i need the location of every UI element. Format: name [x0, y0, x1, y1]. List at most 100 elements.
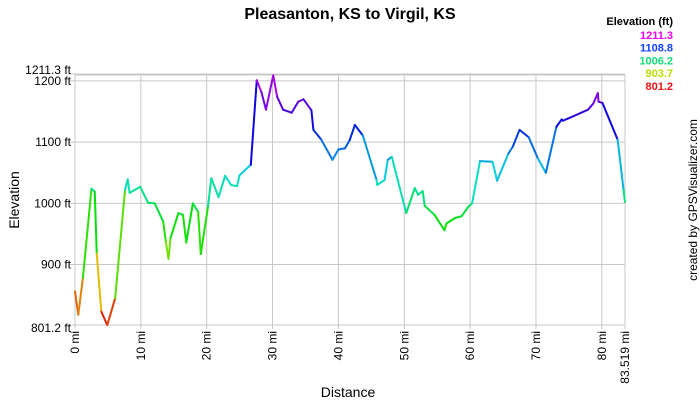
elevation-segment — [276, 95, 285, 111]
elevation-segment — [235, 174, 241, 188]
elevation-segment — [331, 148, 340, 161]
legend-entry: 801.2 — [645, 81, 673, 93]
x-tick-label: 83.519 mi — [618, 331, 632, 384]
elevation-segment — [390, 155, 408, 215]
elevation-segment — [126, 178, 131, 194]
elevation-segment — [302, 98, 313, 112]
elevation-segment — [181, 213, 188, 244]
elevation-segment — [185, 202, 194, 244]
elevation-line — [74, 74, 626, 327]
elevation-segment — [445, 217, 456, 225]
elevation-segment — [383, 158, 389, 182]
elevation-segment — [421, 190, 426, 207]
elevation-segment — [100, 310, 109, 327]
x-tick-label: 60 mi — [463, 331, 477, 360]
x-tick-label: 40 mi — [331, 331, 345, 360]
elevation-segment — [405, 187, 416, 215]
elevation-segment — [290, 100, 300, 114]
elevation-segment — [491, 160, 499, 182]
elevation-segment — [260, 90, 267, 111]
elevation-segment — [353, 123, 364, 137]
x-tick-label: 0 mi — [68, 331, 82, 354]
elevation-segment — [74, 290, 80, 316]
elevation-segment — [518, 128, 530, 139]
elevation-segment — [217, 174, 227, 199]
elevation-segment — [167, 237, 172, 261]
y-axis-ticks: 801.2 ft 900 ft 1000 ft 1100 ft 1200 ft1211.… — [25, 63, 71, 335]
elevation-segment — [596, 92, 600, 103]
elevation-segment — [77, 276, 84, 316]
legend-entry: 1108.8 — [640, 43, 673, 55]
elevation-segment — [376, 179, 386, 186]
elevation-segment — [264, 74, 275, 111]
elevation-segment — [536, 157, 547, 174]
elevation-segment — [249, 79, 258, 166]
elevation-segment — [128, 185, 142, 194]
legend-entry: 903.7 — [645, 68, 673, 80]
elevation-segment — [571, 108, 589, 118]
elevation-segment — [310, 109, 315, 131]
x-tick-label: 10 mi — [134, 331, 148, 360]
elevation-segment — [255, 79, 263, 93]
elevation-segment — [153, 202, 165, 223]
elevation-segment — [413, 187, 420, 196]
elevation-segment — [343, 139, 351, 150]
elevation-segment — [320, 138, 334, 161]
elevation-segment — [114, 188, 127, 300]
plot-frame — [74, 74, 626, 326]
x-tick-label: 50 mi — [397, 331, 411, 360]
elevation-segment — [471, 160, 481, 205]
elevation-segment — [162, 220, 167, 243]
elevation-segment — [527, 136, 539, 160]
elevation-segment — [601, 101, 619, 141]
elevation-segment — [272, 74, 279, 98]
elevation-segment — [224, 174, 233, 186]
elevation-segment — [230, 183, 238, 188]
x-axis-ticks: 0 mi 10 mi 20 mi 30 mi 40 mi 50 mi 60 mi 70 mi 8… — [68, 331, 632, 384]
elevation-segment — [282, 108, 293, 114]
elevation-segment — [616, 138, 625, 191]
y-tick-label: 1100 ft — [35, 135, 71, 149]
legend: Elevation (ft) 1211.31108.81006.2903.780… — [606, 16, 673, 93]
elevation-segment — [210, 177, 220, 199]
x-tick-label: 20 mi — [200, 331, 214, 360]
y-axis-label: Elevation — [6, 171, 22, 229]
elevation-segment — [93, 190, 98, 255]
x-tick-label: 80 mi — [595, 331, 609, 360]
elevation-segment — [197, 210, 202, 256]
elevation-segment — [555, 118, 563, 128]
elevation-segment — [561, 115, 574, 122]
elevation-segment — [511, 128, 521, 148]
elevation-segment — [199, 205, 210, 256]
grid — [69, 73, 626, 329]
x-axis-label: Distance — [321, 384, 376, 400]
chart-title: Pleasanton, KS to Virgil, KS — [244, 6, 456, 23]
elevation-segment — [81, 187, 93, 279]
legend-entry: 1211.3 — [640, 30, 673, 42]
elevation-segment — [544, 125, 558, 174]
elevation-segment — [169, 212, 180, 240]
elevation-segment — [337, 147, 346, 151]
elevation-segment — [443, 222, 448, 232]
elevation-segment — [622, 188, 626, 204]
x-tick-label: 30 mi — [266, 331, 280, 360]
elevation-segment — [191, 202, 200, 213]
elevation-segment — [95, 252, 103, 313]
legend-title: Elevation (ft) — [606, 16, 673, 28]
elevation-segment — [433, 213, 446, 232]
elevation-segment — [460, 205, 470, 218]
legend-entry: 1006.2 — [639, 55, 673, 67]
elevation-segment — [423, 204, 436, 216]
elevation-segment — [147, 201, 156, 205]
elevation-segment — [453, 215, 463, 220]
x-tick-label: 70 mi — [529, 331, 543, 360]
elevation-segment — [586, 102, 595, 111]
y-tick-label: 1000 ft — [34, 196, 71, 210]
elevation-segment — [361, 134, 378, 182]
elevation-segment — [478, 160, 494, 163]
elevation-segment — [348, 123, 356, 142]
y-tick-label: 1200 ft — [34, 74, 71, 88]
elevation-segment — [238, 163, 252, 177]
elevation-segment — [106, 297, 117, 327]
